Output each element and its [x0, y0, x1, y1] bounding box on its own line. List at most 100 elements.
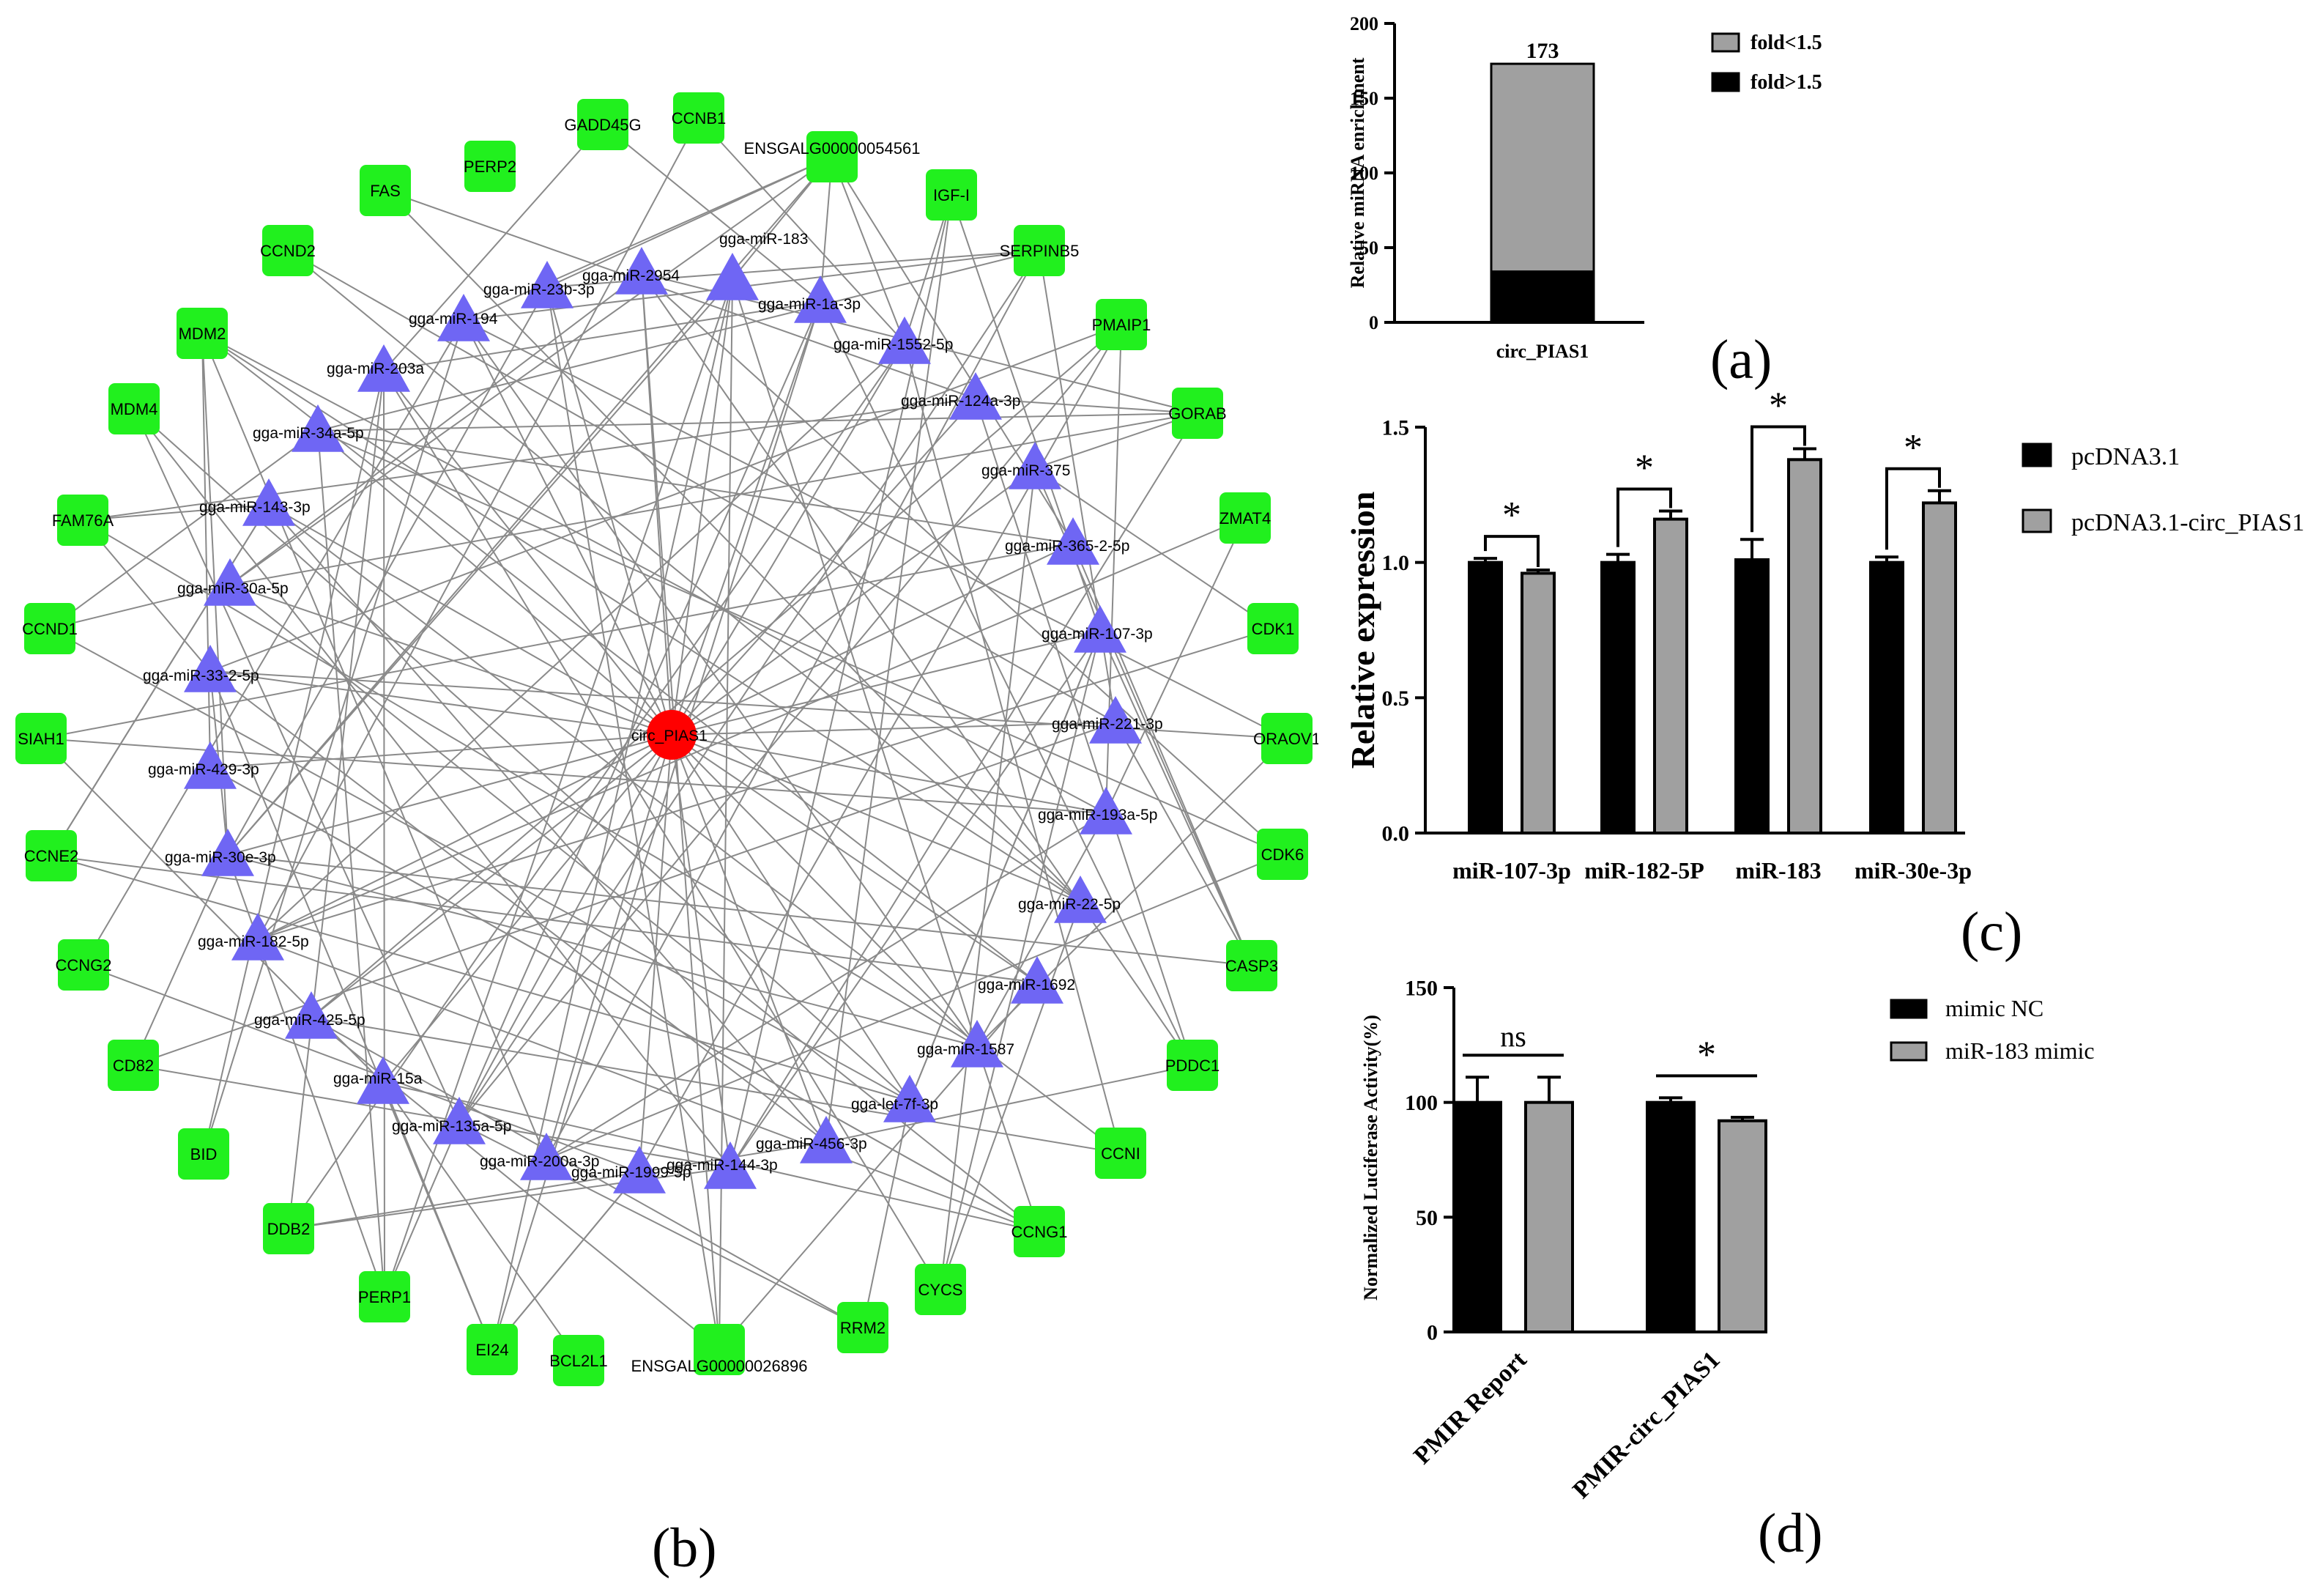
- edge-gga-mir-1587-ccng1: [976, 1045, 1040, 1232]
- edge-gga-mir-1587-gga-mir-194: [463, 319, 978, 1047]
- chart-d-sig-label: *: [1697, 1034, 1716, 1076]
- gene-label-mdm2: MDM2: [179, 325, 226, 343]
- gene-label-casp3: CASP3: [1225, 957, 1278, 975]
- gene-label-bcl2l1: BCL2L1: [549, 1352, 608, 1370]
- mirna-node-gga-mir-456-3p: [800, 1116, 853, 1163]
- mirna-node-gga-mir-365-2-5p: [1047, 517, 1099, 565]
- edge-gga-mir-200a-3p-serpinb5: [546, 250, 1040, 1160]
- chart-a-legend-label: fold>1.5: [1751, 71, 1822, 94]
- chart-c-ytick-label: 0.0: [1382, 822, 1410, 846]
- mirna-node-gga-mir-33-2-5p: [184, 645, 237, 692]
- gene-node-perp2: [464, 141, 516, 192]
- mirna-gene-network: CCNB1 GADD45G ENSGALG00000054561 PERP2 IGF-I…: [15, 92, 1318, 1386]
- edge-gga-mir-193a-5p-zmat4: [1105, 517, 1246, 814]
- chart-c-xtick-label: miR-107-3p: [1452, 857, 1571, 884]
- gene-label-ccnb1: CCNB1: [672, 109, 727, 127]
- gene-node-mdm2: [177, 308, 228, 359]
- edge-gga-mir-30e-3p-gga-mir-1587: [227, 854, 978, 1047]
- gene-node-ei24: [467, 1324, 518, 1375]
- gene-node-zmat4: [1219, 492, 1271, 544]
- mirna-label-gga-let-7f-3p: gga-let-7f-3p: [851, 1096, 938, 1113]
- edge-center-gga-mir-33-2-5p: [209, 670, 672, 736]
- edge-gga-mir-203a-perp1: [383, 370, 385, 1298]
- chart-a-ylabel: Relative miRNA enrichment: [1347, 57, 1368, 288]
- edge-gga-mir-375-cdk1: [1034, 467, 1274, 629]
- mirna-label-gga-mir-1552-5p: gga-miR-1552-5p: [834, 336, 953, 353]
- panel-label-a: (a): [1710, 329, 1772, 391]
- edge-gga-mir-194-serpinb5: [463, 250, 1040, 321]
- chart-d-ytick-label: 100: [1405, 1091, 1438, 1115]
- gene-node-mdm4: [108, 383, 160, 434]
- chart-c-bar-pcdna3-1-circ-pias1-mir-30e-3p: [1922, 501, 1957, 834]
- edge-gga-mir-194-ccng2: [83, 319, 464, 966]
- edge-gga-mir-107-3p-cycs: [940, 631, 1101, 1290]
- gene-label-ccng1: CCNG1: [1011, 1223, 1067, 1241]
- edge-gga-mir-135a-5p-rrm2: [459, 1122, 864, 1328]
- edge-gga-mir-1552-5p-ccnb1: [698, 117, 905, 344]
- edge-gga-mir-429-3p-mdm2: [201, 333, 211, 769]
- edge-gga-mir-203a-ddb2: [288, 370, 385, 1229]
- gene-label-serpinb5: SERPINB5: [1000, 242, 1080, 260]
- gene-node-gorab: [1172, 388, 1223, 439]
- gene-label-gadd45g: GADD45G: [564, 116, 641, 134]
- chart-a-bar-fold-1-5: [1490, 270, 1595, 324]
- gene-node-siah1: [15, 713, 67, 764]
- chart-a-ytick-label: 0: [1369, 312, 1378, 333]
- gene-node-fam76a: [57, 495, 108, 546]
- chart-a-bar-fold-1-5: [1490, 62, 1595, 273]
- edge-gga-mir-425-5p-rrm2: [311, 1017, 864, 1328]
- mirna-label-gga-mir-135a-5p: gga-miR-135a-5p: [392, 1118, 511, 1135]
- gene-label-siah1: SIAH1: [18, 730, 64, 748]
- mirna-node-gga-mir-1692: [1011, 956, 1063, 1004]
- edge-gga-mir-193a-5p-gga-mir-200a-3p: [546, 813, 1107, 1160]
- network-nodes: CCNB1 GADD45G ENSGALG00000054561 PERP2 IGF-I…: [15, 92, 1318, 1386]
- edge-gga-mir-221-3p-ccnd2: [287, 250, 1116, 723]
- chart-d-bar-mimic-nc-pmir-report: [1452, 1100, 1502, 1333]
- gene-label-bid: BID: [190, 1145, 218, 1163]
- edge-gga-mir-124a-3p-pddc1: [975, 398, 1193, 1066]
- chart-c-sig-label: *: [1635, 447, 1654, 489]
- chart-c-ylabel: Relative expression: [1344, 492, 1381, 769]
- edge-gga-let-7f-3p-ccne2: [51, 855, 910, 1102]
- edge-gga-mir-182-5p-zmat4: [257, 517, 1246, 940]
- gene-label-gorab: GORAB: [1168, 404, 1226, 423]
- mirna-label-gga-mir-1587: gga-miR-1587: [917, 1041, 1014, 1058]
- mirna-label-gga-mir-456-3p: gga-miR-456-3p: [756, 1136, 867, 1152]
- edge-gga-mir-1552-5p-ccni: [904, 342, 1121, 1154]
- gene-node-cdk6: [1257, 829, 1308, 880]
- edge-gga-mir-135a-5p-pmaip1: [459, 324, 1122, 1124]
- mirna-node-gga-mir-193a-5p: [1080, 787, 1132, 834]
- edge-gga-mir-2954-pddc1: [641, 273, 1193, 1066]
- chart-c-legend-swatch: [2022, 508, 2052, 533]
- edge-center-gga-mir-1a-3p: [671, 301, 821, 736]
- mirna-label-gga-mir-23b-3p: gga-miR-23b-3p: [483, 281, 595, 298]
- mirna-label-gga-mir-1692: gga-miR-1692: [978, 977, 1075, 993]
- edge-gga-mir-1999-5p-ei24: [491, 1172, 640, 1350]
- edge-gga-mir-1552-5p-ensgalg00000054561: [831, 156, 905, 344]
- chart-d-legend-label: miR-183 mimic: [1945, 1037, 2095, 1064]
- edge-gga-mir-144-3p-gorab: [730, 412, 1198, 1169]
- edge-gga-mir-182-5p-gga-mir-1552-5p: [257, 342, 905, 940]
- mirna-label-gga-mir-183: gga-miR-183: [719, 231, 808, 248]
- chart-c-sig-label: *: [1769, 385, 1788, 427]
- mirna-node-gga-mir-200a-3p: [520, 1133, 573, 1180]
- edge-gga-mir-23b-3p-gga-mir-30e-3p: [227, 286, 548, 856]
- gene-label-rrm2: RRM2: [840, 1319, 886, 1337]
- mirna-node-gga-mir-144-3p: [704, 1141, 757, 1189]
- edge-gga-mir-23b-3p-ensgalg00000026896: [546, 286, 720, 1350]
- chart-d-luciferase: 0 50 100 150 ns PMIR Report * PMIR-circ_PIAS1 No…: [1360, 977, 2095, 1504]
- edge-gga-mir-375-gorab: [1034, 412, 1198, 469]
- edge-gga-mir-107-3p-casp3: [1099, 631, 1252, 966]
- mirna-label-gga-mir-144-3p: gga-miR-144-3p: [667, 1157, 778, 1174]
- edge-gga-mir-135a-5p-mdm4: [133, 408, 460, 1124]
- gene-node-rrm2: [837, 1302, 888, 1353]
- edge-gga-mir-194-ensgalg00000054561: [463, 156, 833, 321]
- gene-label-ei24: EI24: [475, 1341, 508, 1359]
- edge-center-gga-mir-221-3p: [671, 722, 1116, 736]
- edge-center-gga-mir-30a-5p: [229, 584, 672, 736]
- edge-gga-mir-143-3p-fam76a: [82, 504, 270, 521]
- gene-label-oraov1: ORAOV1: [1253, 730, 1318, 748]
- gene-node-ccnd1: [24, 603, 75, 654]
- gene-label-ccnd2: CCND2: [260, 242, 316, 260]
